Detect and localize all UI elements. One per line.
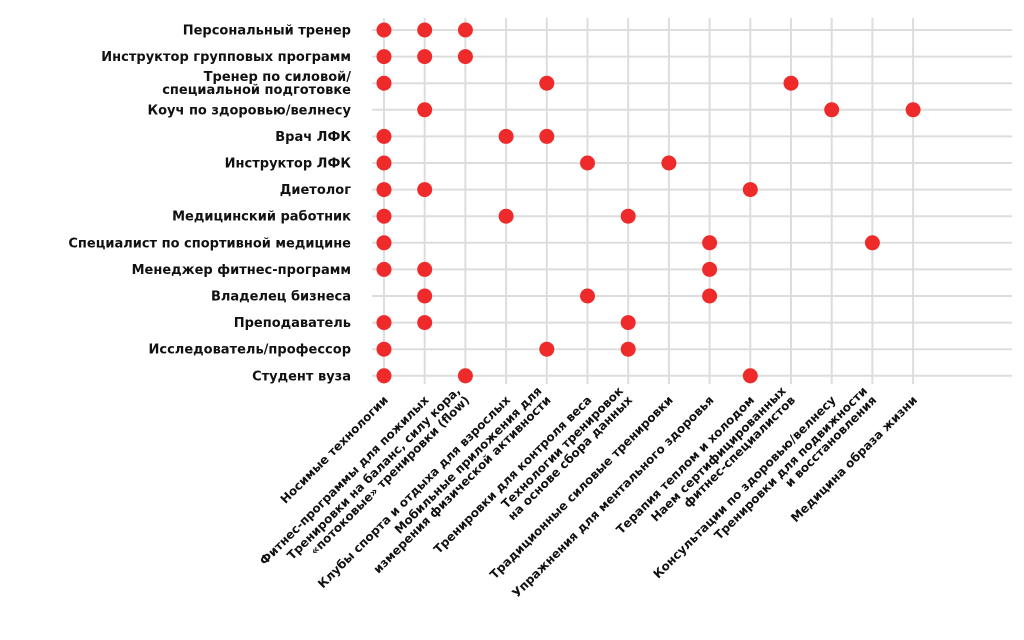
data-point [376, 261, 392, 277]
row-label: Диетолог [280, 183, 351, 198]
data-point [417, 22, 433, 38]
data-point [702, 288, 718, 304]
data-point [661, 155, 677, 171]
data-point [580, 155, 595, 171]
row-label-line: Инструктор ЛФК [225, 157, 352, 172]
row-label: Специалист по спортивной медицине [68, 236, 351, 251]
data-point [417, 102, 433, 118]
row-label-line: Коуч по здоровью/велнесу [147, 103, 351, 118]
data-point [620, 208, 636, 224]
grid [372, 18, 1012, 384]
data-point [702, 235, 718, 251]
data-point [376, 75, 392, 91]
data-point [783, 75, 799, 91]
data-point [905, 102, 921, 118]
row-label-line: специальной подготовке [162, 83, 351, 98]
row-label: Инструктор групповых программ [101, 50, 351, 65]
data-point [417, 261, 433, 277]
data-point [498, 128, 514, 144]
row-label: Коуч по здоровью/велнесу [147, 103, 351, 118]
data-point [417, 49, 433, 65]
row-label-line: Студент вуза [252, 369, 351, 384]
row-label-line: Исследователь/профессор [149, 343, 351, 358]
row-label: Врач ЛФК [275, 130, 351, 145]
row-label: Медицинский работник [172, 210, 351, 225]
row-label: Преподаватель [234, 316, 351, 331]
data-point [742, 368, 758, 384]
row-label-line: Диетолог [280, 183, 351, 198]
data-point [376, 208, 392, 224]
data-point [457, 49, 473, 65]
data-point [376, 235, 392, 251]
data-point [457, 22, 473, 38]
row-label: Студент вуза [252, 369, 351, 384]
data-point [539, 75, 555, 91]
row-labels: Персональный тренер Инструктор групповых … [68, 24, 351, 385]
row-label: Тренер по силовой/специальной подготовке [162, 70, 351, 98]
data-point [376, 315, 392, 331]
row-label-line: Специалист по спортивной медицине [68, 236, 351, 251]
data-point [376, 155, 392, 171]
row-label-line: Владелец бизнеса [211, 290, 351, 305]
data-point [498, 208, 514, 224]
data-point [376, 182, 392, 198]
row-label-line: Инструктор групповых программ [101, 50, 351, 65]
data-point [580, 288, 595, 304]
data-point [376, 128, 392, 144]
data-point [376, 22, 392, 38]
data-point [620, 315, 636, 331]
row-label: Владелец бизнеса [211, 290, 351, 305]
data-point [417, 288, 433, 304]
row-label-line: Тренер по силовой/ [204, 70, 352, 85]
data-point [417, 182, 433, 198]
data-point [376, 368, 392, 384]
data-point [864, 235, 880, 251]
row-label-line: Преподаватель [234, 316, 351, 331]
row-label: Персональный тренер [183, 24, 351, 39]
data-point [417, 315, 433, 331]
data-point [702, 261, 718, 277]
data-point [620, 341, 636, 357]
data-point [824, 102, 840, 118]
row-label: Инструктор ЛФК [225, 157, 352, 172]
row-label-line: Врач ЛФК [275, 130, 351, 145]
data-point [539, 128, 555, 144]
data-point [457, 368, 473, 384]
data-point [539, 341, 555, 357]
data-point [376, 49, 392, 65]
row-label-line: Персональный тренер [183, 24, 351, 39]
row-label: Исследователь/профессор [149, 343, 351, 358]
data-point [376, 341, 392, 357]
row-label-line: Менеджер фитнес-программ [132, 263, 351, 278]
data-point [742, 182, 758, 198]
data-points [376, 22, 921, 384]
row-label-line: Медицинский работник [172, 210, 351, 225]
row-label: Менеджер фитнес-программ [132, 263, 351, 278]
